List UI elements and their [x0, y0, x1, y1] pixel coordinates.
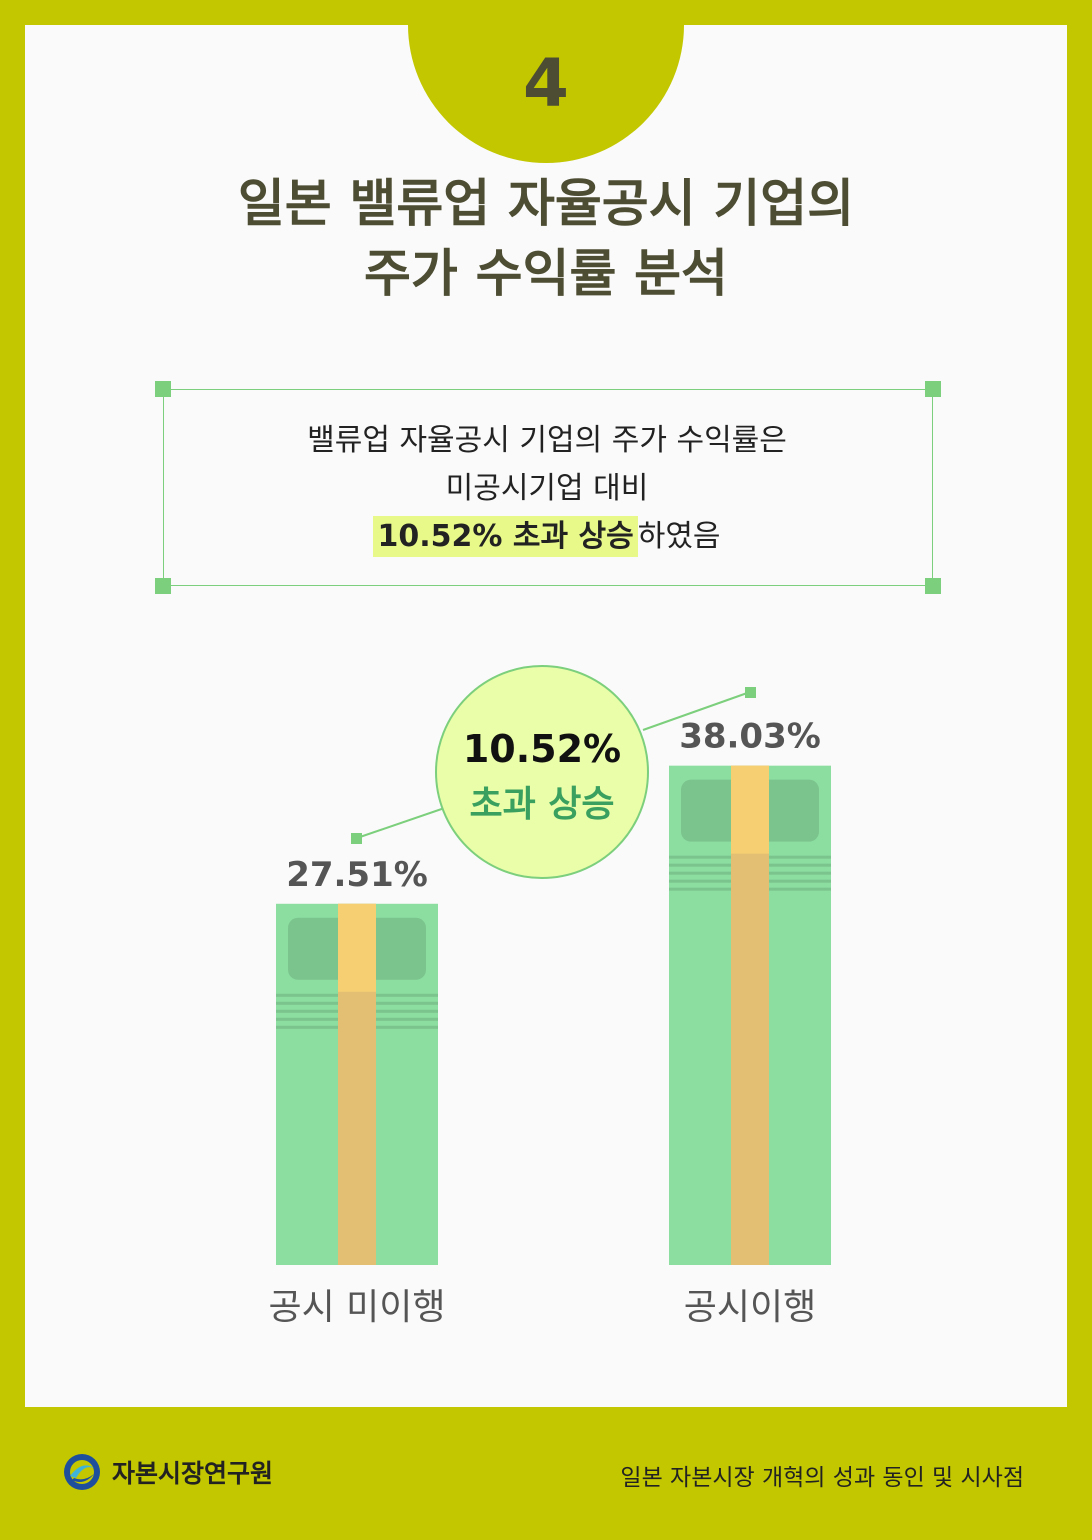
bar-0-band-top [338, 903, 376, 992]
callout-corner-tr [925, 381, 941, 397]
title-line-1: 일본 밸류업 자율공시 기업의 [237, 175, 855, 234]
callout-corner-br [925, 578, 941, 594]
difference-bubble [435, 665, 649, 879]
bar-1-category-label: 공시이행 [684, 1287, 816, 1328]
bar-0-category-label: 공시 미이행 [268, 1287, 445, 1328]
callout-highlight: 10.52% 초과 상승 [373, 516, 638, 557]
page-title: 일본 밸류업 자율공시 기업의 주가 수익률 분석 [0, 170, 1092, 310]
callout-corner-tl [155, 381, 171, 397]
bubble-label: 초과 상승 [469, 784, 614, 825]
callout-line-1: 밸류업 자율공시 기업의 주가 수익률은 [307, 423, 787, 458]
callout-corner-bl [155, 578, 171, 594]
footer-org: 자본시장연구원 [62, 1452, 273, 1492]
callout-line-2: 미공시기업 대비 [445, 471, 649, 506]
connector-dot-left [351, 833, 362, 844]
bar-1-value-label: 38.03% [679, 717, 821, 757]
bubble-value: 10.52% [463, 727, 621, 771]
callout-line-3-rest: 하였음 [637, 519, 721, 554]
title-line-2: 주가 수익률 분석 [364, 245, 728, 304]
callout-line-3: 10.52% 초과 상승 하였음 [163, 513, 931, 561]
footer-series-title: 일본 자본시장 개혁의 성과 동인 및 시사점 [620, 1465, 1024, 1491]
callout-box [155, 381, 941, 594]
org-name: 자본시장연구원 [112, 1459, 274, 1488]
bar-1-band-top [731, 765, 769, 854]
connector-line-right [642, 691, 751, 731]
callout-text: 밸류업 자율공시 기업의 주가 수익률은 미공시기업 대비 10.52% 초과 … [163, 417, 931, 561]
bars-group: 27.51% 공시 미이행 38.03% 공시이행 [268, 717, 831, 1328]
bar-0-value-label: 27.51% [286, 855, 428, 895]
org-logo-icon [64, 1454, 100, 1490]
page-number: 4 [523, 45, 569, 122]
connector-dot-right [745, 687, 756, 698]
